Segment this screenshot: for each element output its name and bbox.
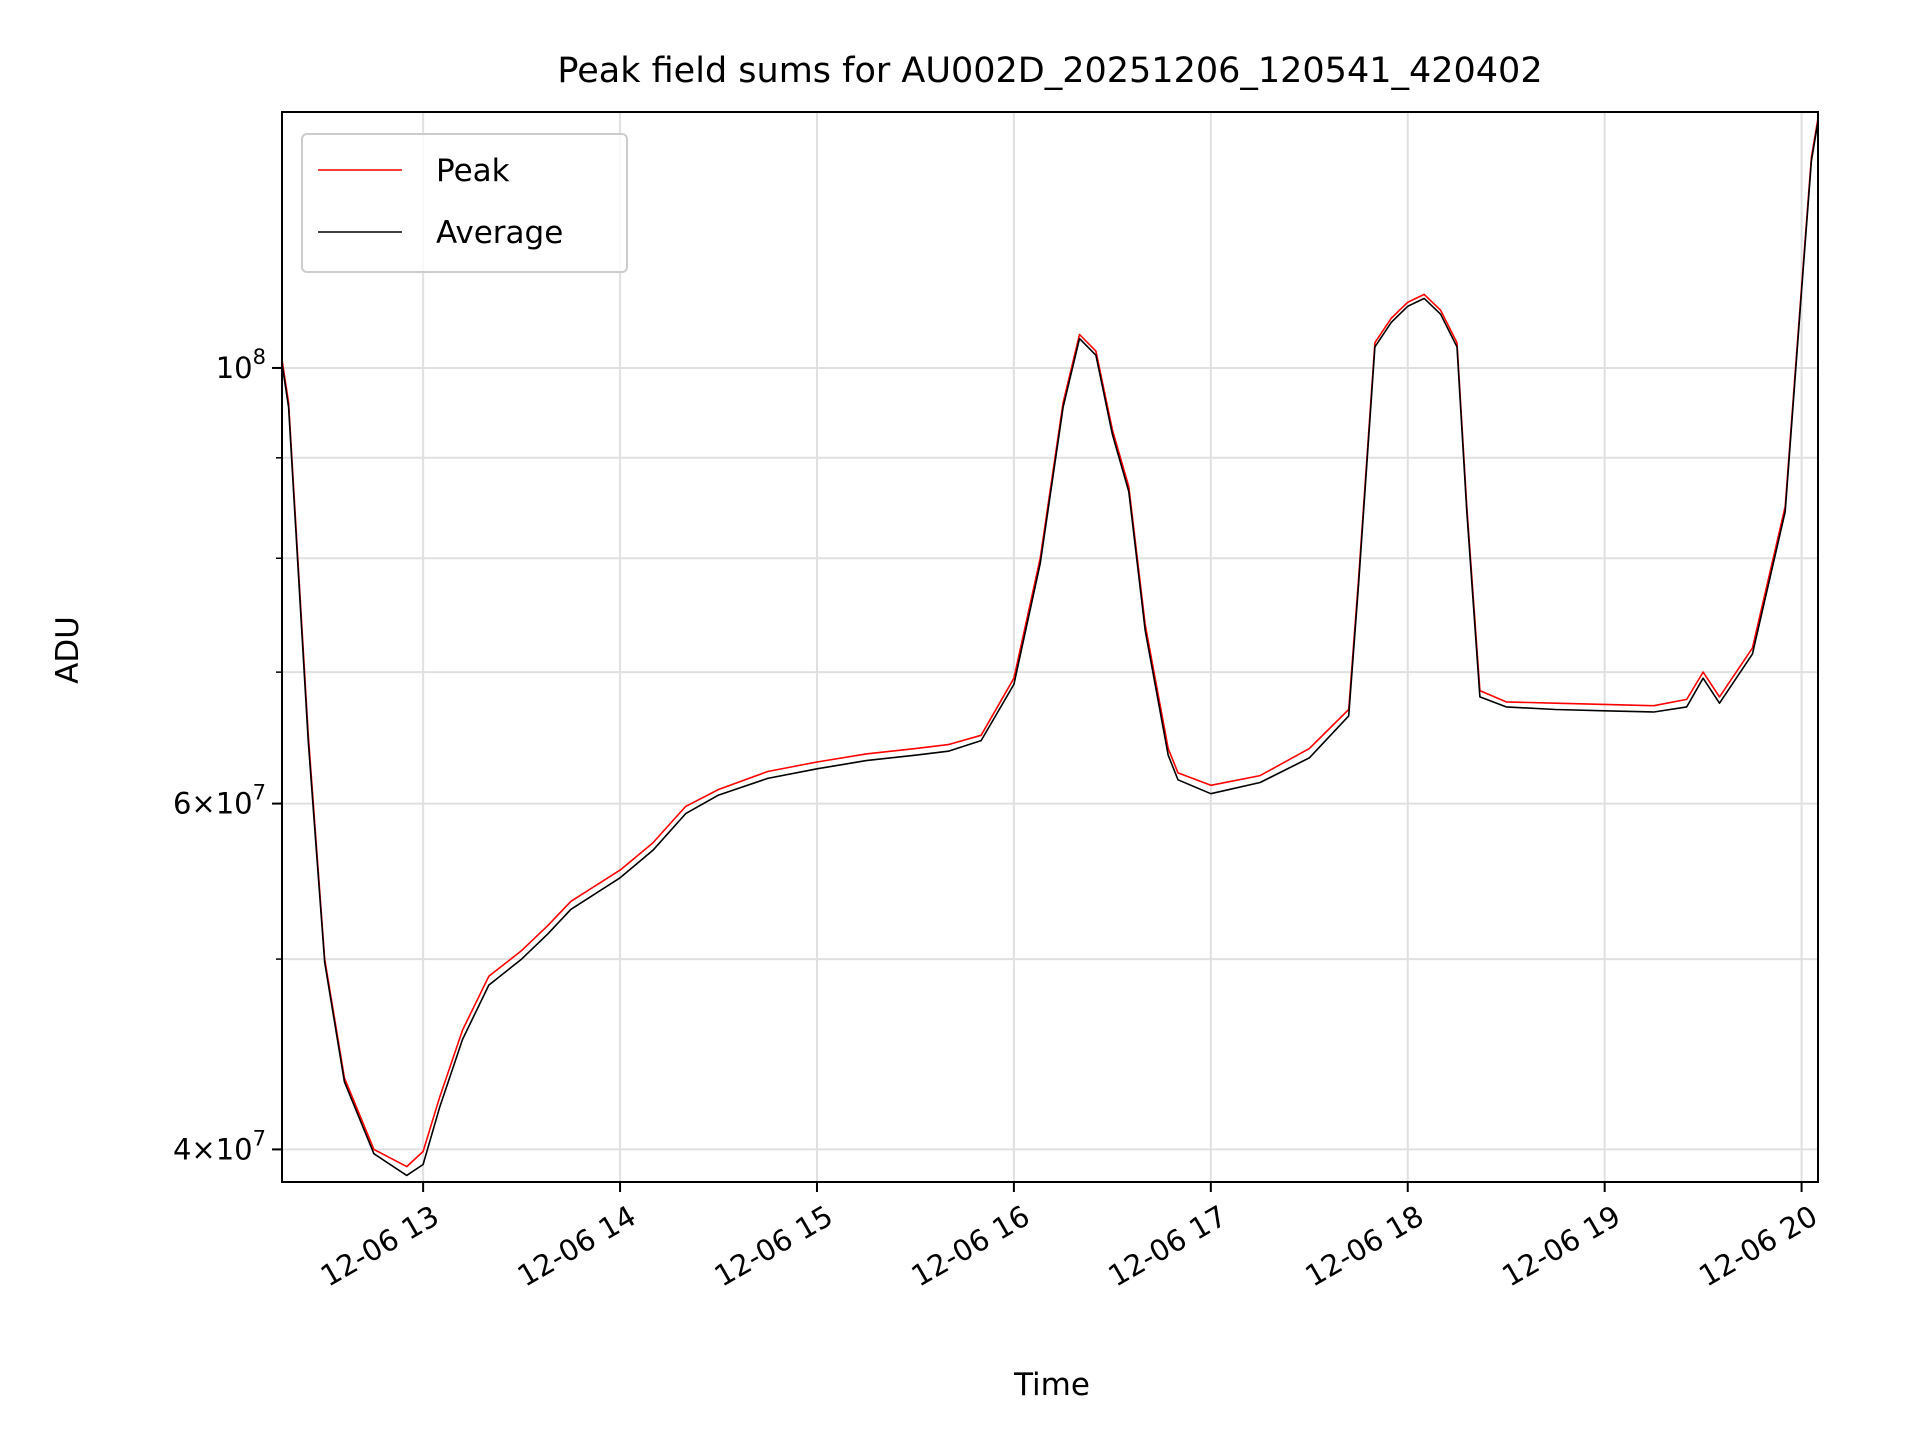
y-tick-label: 108 (216, 345, 266, 385)
y-axis-label: ADU (50, 616, 86, 684)
legend-box (301, 133, 628, 273)
y-tick-label: 6×107 (173, 781, 266, 821)
legend-label-peak: Peak (436, 153, 510, 189)
x-axis-label: Time (1013, 1367, 1090, 1403)
legend-label-average: Average (436, 215, 563, 251)
chart-title: Peak field sums for AU002D_20251206_1205… (557, 51, 1542, 91)
grid (282, 112, 1818, 1182)
y-tick-label: 4×107 (173, 1126, 266, 1166)
plot-frame (281, 111, 1819, 1183)
legend: Peak Average (301, 133, 628, 273)
series-line-peak (281, 118, 1819, 1168)
series-line-average (281, 121, 1819, 1177)
series-layer (281, 118, 1819, 1177)
